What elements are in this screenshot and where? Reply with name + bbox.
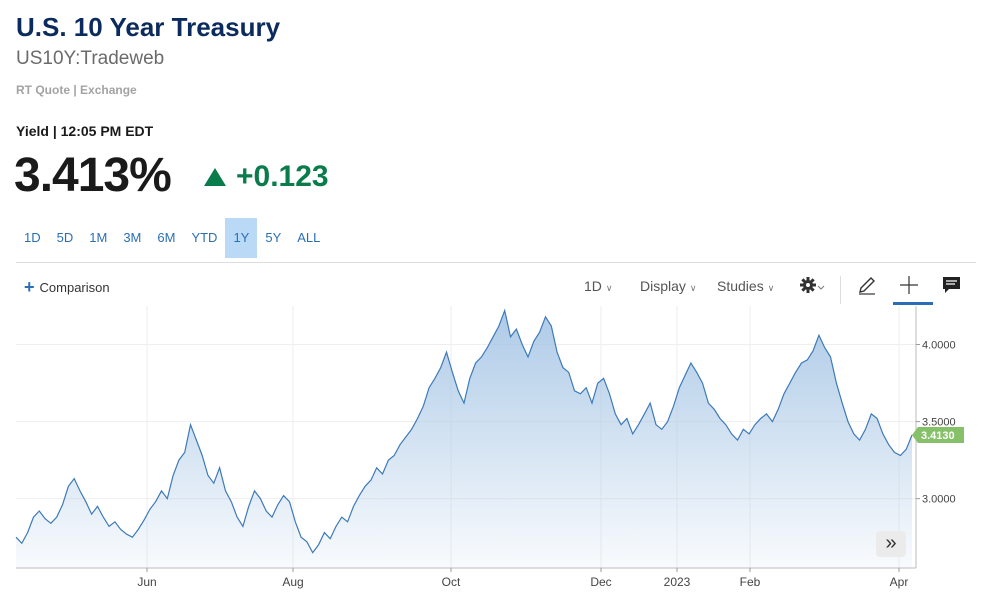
x-axis-ticks: Jun Aug Oct Dec 2023 Feb Apr [137, 568, 908, 589]
symbol-label: US10Y:Tradeweb [16, 48, 165, 69]
y-axis-ticks: 3.0000 3.5000 4.0000 [916, 340, 956, 506]
range-5y-button[interactable]: 5Y [265, 230, 282, 245]
range-all-button[interactable]: ALL [297, 230, 321, 245]
pencil-icon [859, 277, 875, 295]
triangle-up-icon [204, 168, 226, 186]
last-value-label: 3.4130 [921, 430, 955, 442]
page-title: U.S. 10 Year Treasury [16, 12, 281, 42]
scroll-to-latest-button[interactable]: » [876, 531, 906, 557]
comment-tool-button[interactable] [941, 274, 963, 299]
change-indicator: +0.123 [204, 160, 329, 194]
yield-timestamp: Yield | 12:05 PM EDT [16, 123, 154, 139]
last-value-marker: 3.4130 [912, 426, 964, 443]
range-1y-button[interactable]: 1Y [225, 218, 258, 258]
active-tool-indicator [893, 302, 933, 305]
comment-icon [943, 277, 960, 293]
gear-icon [800, 277, 825, 293]
x-tick-label: Feb [740, 575, 761, 589]
range-5d-button[interactable]: 5D [56, 230, 74, 245]
y-tick-label: 3.5000 [922, 417, 956, 429]
x-tick-label: Oct [442, 575, 461, 589]
studies-dropdown[interactable]: Studies ∨ [717, 278, 774, 294]
quote-source-label: RT Quote | Exchange [16, 83, 137, 97]
chart-toolbar: + Comparison 1D ∨ Display ∨ Studies ∨ [0, 270, 987, 310]
display-dropdown[interactable]: Display ∨ [640, 278, 697, 294]
y-tick-label: 4.0000 [922, 340, 956, 352]
x-tick-label: 2023 [664, 575, 691, 589]
x-tick-label: Jun [137, 575, 156, 589]
time-range-selector: 1D 5D 1M 3M 6M YTD 1Y 5Y ALL [16, 218, 328, 258]
range-3m-button[interactable]: 3M [123, 230, 142, 245]
toolbar-divider [840, 276, 841, 304]
x-tick-label: Dec [590, 575, 611, 589]
crosshair-tool-button[interactable] [898, 274, 920, 299]
x-tick-label: Apr [890, 575, 909, 589]
current-yield: 3.413% [14, 149, 172, 202]
change-value: +0.123 [236, 160, 329, 193]
y-tick-label: 3.0000 [922, 494, 956, 506]
draw-tool-button[interactable] [856, 274, 878, 299]
x-tick-label: Aug [282, 575, 303, 589]
yield-line-series [15, 308, 913, 554]
chevron-down-icon: ∨ [767, 283, 775, 293]
range-ytd-button[interactable]: YTD [191, 230, 218, 245]
interval-label: 1D [584, 278, 602, 294]
range-6m-button[interactable]: 6M [157, 230, 176, 245]
settings-dropdown[interactable] [800, 276, 828, 299]
crosshair-icon [900, 276, 918, 294]
comparison-button[interactable]: + Comparison [24, 277, 110, 297]
yield-area-fill [16, 310, 912, 568]
yield-chart[interactable]: Jun Aug Oct Dec 2023 Feb Apr 3.0000 3.5000 4.000… [0, 306, 987, 606]
comparison-label: Comparison [39, 280, 110, 295]
studies-label: Studies [717, 278, 764, 294]
last-value-badge [912, 426, 964, 443]
range-1m-button[interactable]: 1M [89, 230, 108, 245]
interval-dropdown[interactable]: 1D ∨ [584, 278, 613, 294]
divider [16, 262, 976, 263]
chevron-down-icon: ∨ [605, 283, 613, 293]
range-1d-button[interactable]: 1D [24, 230, 41, 245]
chevron-down-icon: ∨ [689, 283, 697, 293]
display-label: Display [640, 278, 686, 294]
plus-icon: + [24, 277, 35, 297]
